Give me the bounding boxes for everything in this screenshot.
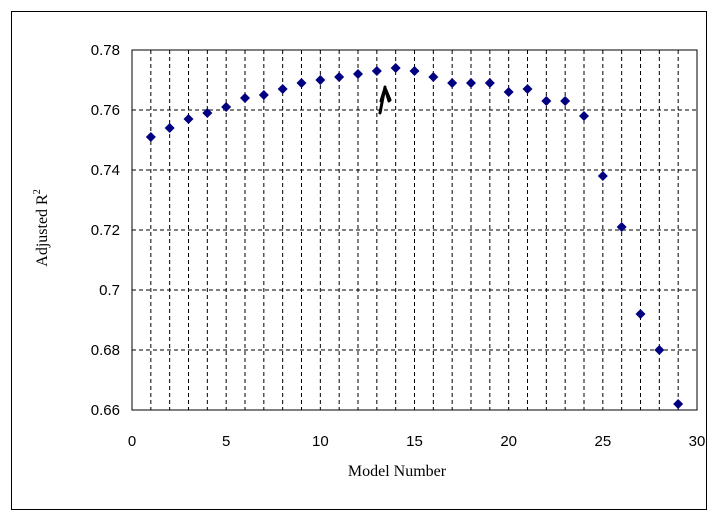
data-point — [541, 96, 552, 106]
data-point — [353, 69, 363, 79]
svg-text:Adjusted R2: Adjusted R2 — [32, 189, 51, 266]
data-point — [334, 72, 345, 82]
data-point — [390, 63, 401, 73]
data-point — [484, 78, 495, 88]
data-point — [145, 132, 156, 142]
x-tick-label: 10 — [312, 433, 329, 450]
x-tick-label: 5 — [222, 433, 230, 450]
plot-area — [131, 49, 698, 411]
y-axis-title: Adjusted R2 — [32, 189, 51, 266]
data-point — [371, 66, 382, 76]
data-point — [654, 345, 665, 355]
data-points — [145, 63, 684, 409]
data-point — [560, 96, 571, 106]
x-tick-label: 15 — [406, 433, 423, 450]
data-point — [315, 75, 326, 85]
y-axis-title-superscript: 2 — [32, 189, 43, 194]
x-tick-label: 25 — [594, 433, 611, 450]
data-point — [202, 108, 213, 118]
data-point — [616, 222, 627, 232]
annotation-arrow — [378, 85, 392, 115]
y-tick-label: 0.76 — [91, 102, 120, 119]
tick-labels: 0 5 10 15 20 25 30 0.66 0.68 0.7 0.72 0.74 0.76 0.78 — [91, 42, 706, 450]
data-point — [240, 93, 250, 103]
chart-frame — [11, 11, 707, 510]
x-tick-label: 20 — [500, 433, 517, 450]
y-tick-label: 0.78 — [91, 42, 120, 59]
data-point — [673, 399, 684, 409]
data-point — [428, 72, 439, 82]
x-tick-label: 30 — [689, 433, 706, 450]
x-tick-label: 0 — [128, 433, 136, 450]
data-point — [466, 78, 476, 88]
y-tick-label: 0.72 — [91, 222, 120, 239]
data-point — [579, 111, 589, 121]
data-point — [597, 171, 608, 181]
data-point — [635, 309, 646, 319]
data-point — [409, 66, 420, 76]
data-point — [522, 84, 533, 94]
data-point — [277, 84, 288, 94]
data-point — [503, 87, 514, 97]
grid-lines — [132, 50, 697, 410]
y-tick-label: 0.68 — [91, 342, 120, 359]
data-point — [447, 78, 458, 88]
y-tick-label: 0.74 — [91, 162, 120, 179]
data-point — [221, 102, 232, 112]
x-axis-title: Model Number — [348, 463, 447, 480]
y-tick-label: 0.7 — [99, 282, 120, 299]
data-point — [296, 78, 307, 88]
data-point — [183, 114, 194, 124]
data-point — [258, 90, 269, 100]
y-tick-label: 0.66 — [91, 402, 120, 419]
data-point — [164, 123, 175, 133]
